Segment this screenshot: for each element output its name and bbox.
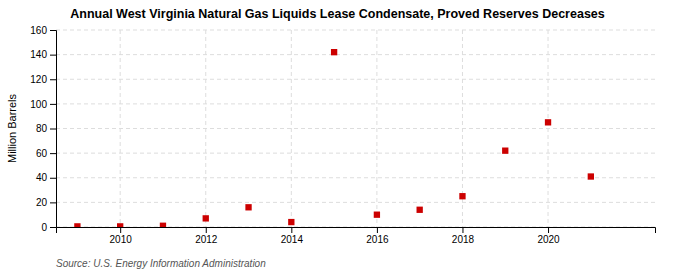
x-tick: 2016 [366, 227, 389, 245]
y-grid-line [56, 177, 655, 178]
y-tick: 0 [41, 222, 56, 233]
plot-area: 2010 2012 2014 2016 2018 2020 0 20 40 60 80 100 120 1… [30, 25, 655, 245]
y-tick-mark [50, 79, 56, 80]
y-tick-mark [50, 227, 56, 228]
point [331, 49, 337, 55]
y-tick: 100 [30, 99, 56, 110]
x-axis: 2010 2012 2014 2016 2018 2020 [57, 227, 656, 245]
y-tick-label: 80 [36, 123, 48, 134]
y-grid-line [56, 153, 655, 154]
point [545, 119, 551, 125]
x-grid-line [548, 30, 549, 227]
point [160, 223, 166, 227]
y-grid-line [56, 79, 655, 80]
y-tick-mark [50, 178, 56, 179]
y-axis-line [50, 31, 57, 228]
y-tick-mark [50, 129, 56, 130]
y-grid-line [56, 30, 655, 31]
y-tick-mark [50, 153, 56, 154]
x-tick-mark [120, 227, 121, 233]
y-tick-mark [50, 202, 56, 203]
y-tick-label: 140 [30, 49, 47, 60]
x-tick-label: 2012 [195, 234, 218, 245]
y-grid-line [56, 54, 655, 55]
x-grid-line [376, 30, 377, 227]
points [74, 49, 594, 227]
point [74, 223, 80, 227]
x-tick-label: 2014 [281, 234, 304, 245]
point [245, 204, 251, 210]
y-tick-label: 0 [41, 222, 47, 233]
y-tick: 80 [36, 123, 56, 134]
point [459, 193, 465, 199]
y-axis-title: Million Barrels [6, 93, 18, 163]
x-grid-line [205, 30, 206, 227]
y-tick: 60 [36, 148, 56, 159]
y-grid-line [56, 202, 655, 203]
chart: 2010 2012 2014 2016 2018 2020 0 20 40 60 80 100 120 1… [0, 0, 675, 275]
point [374, 212, 380, 218]
x-tick: 2012 [195, 227, 218, 245]
y-tick-mark [50, 30, 56, 31]
point [203, 215, 209, 221]
y-tick: 120 [30, 74, 56, 85]
x-tick: 2014 [281, 227, 304, 245]
y-grid-line [56, 103, 655, 104]
y-axis: 0 20 40 60 80 100 120 140 160 [30, 25, 56, 233]
y-tick-label: 160 [30, 25, 47, 36]
x-tick-label: 2010 [110, 234, 133, 245]
y-tick-label: 60 [36, 148, 48, 159]
x-tick: 2010 [110, 227, 133, 245]
x-tick: 2018 [452, 227, 475, 245]
source-note: Source: U.S. Energy Information Administ… [56, 258, 266, 269]
x-tick-mark [206, 227, 207, 233]
x-tick-mark [548, 227, 549, 233]
y-tick-mark [50, 55, 56, 56]
y-tick: 20 [36, 197, 56, 208]
y-tick-label: 100 [30, 99, 47, 110]
x-tick: 2020 [537, 227, 560, 245]
y-tick: 140 [30, 49, 56, 60]
x-tick-mark [291, 227, 292, 233]
x-grid-line [120, 30, 121, 227]
point [117, 223, 123, 227]
point [502, 148, 508, 154]
x-tick-mark [462, 227, 463, 233]
y-tick: 160 [30, 25, 56, 36]
grid [56, 30, 655, 227]
y-tick-mark [50, 104, 56, 105]
y-tick-label: 120 [30, 74, 47, 85]
point [288, 219, 294, 225]
x-tick-label: 2020 [537, 234, 560, 245]
point [417, 207, 423, 213]
x-tick-mark [377, 227, 378, 233]
x-axis-line [57, 228, 656, 234]
point [588, 173, 594, 179]
title: Annual West Virginia Natural Gas Liquids… [70, 7, 605, 21]
x-grid-line [291, 30, 292, 227]
y-tick-label: 20 [36, 197, 48, 208]
y-grid-line [56, 128, 655, 129]
x-tick-label: 2016 [366, 234, 389, 245]
y-tick-label: 40 [36, 172, 48, 183]
y-tick: 40 [36, 172, 56, 183]
x-tick-label: 2018 [452, 234, 475, 245]
